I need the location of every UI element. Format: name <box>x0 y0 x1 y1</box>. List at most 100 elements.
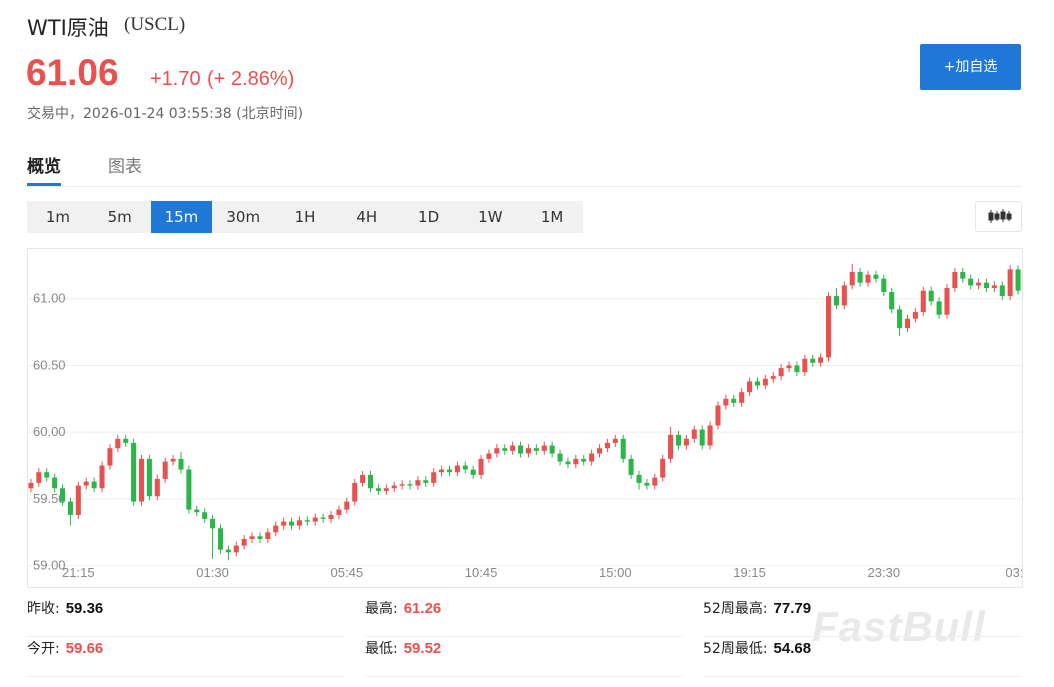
interval-option[interactable]: 1H <box>294 208 316 226</box>
candle-body <box>770 376 776 379</box>
candle-body <box>612 438 618 443</box>
candle-body <box>715 405 721 426</box>
candle-body <box>652 477 658 486</box>
interval-bar: 1m 5m 15m 30m 1H 4H 1D 1W 1M <box>27 201 583 233</box>
candle-body <box>44 472 50 478</box>
candle-body <box>360 474 366 483</box>
instrument-code: (USCL) <box>124 14 186 35</box>
chart-type-button[interactable] <box>975 201 1022 232</box>
candle-body <box>691 429 697 439</box>
price-change-pct: (+ 2.86%) <box>207 68 295 90</box>
candle-body <box>786 365 792 369</box>
candle-body <box>873 274 879 279</box>
candle-icon <box>988 209 1012 223</box>
candle-body <box>494 448 500 454</box>
candle-body <box>952 272 958 289</box>
candle-body <box>233 545 239 553</box>
candle-body <box>675 434 682 446</box>
tab[interactable]: 概览 <box>27 152 61 186</box>
candle-body <box>644 482 650 486</box>
candle-body <box>423 480 429 483</box>
interval-option[interactable]: 1W <box>478 208 503 226</box>
stat-value: 77.79 <box>773 600 812 617</box>
x-tick-label: 01:30 <box>196 565 229 580</box>
candle-body <box>407 484 413 486</box>
candle-body <box>778 368 784 377</box>
interval-option[interactable]: 1D <box>418 208 440 226</box>
candle-body <box>352 482 358 502</box>
candle-body <box>462 465 468 470</box>
candle-body <box>123 438 129 443</box>
candle-body <box>28 482 34 489</box>
divider <box>27 186 1022 187</box>
x-tick-label: 15:00 <box>599 565 632 580</box>
candle-body <box>833 296 839 306</box>
candle-body <box>83 481 89 486</box>
candle-body <box>257 536 263 539</box>
watermark: FastBull <box>812 603 986 650</box>
stat-label: 昨收: <box>27 601 60 617</box>
candle-body <box>75 485 81 515</box>
candle-body <box>983 282 989 289</box>
stat-label: 最低: <box>365 641 398 657</box>
interval-option[interactable]: 4H <box>356 208 378 226</box>
interval-option[interactable]: 5m <box>107 208 132 226</box>
candle-body <box>518 445 524 454</box>
stat-value: 54.68 <box>773 640 812 657</box>
candle-body <box>320 517 326 519</box>
y-tick-label: 59.00 <box>33 558 66 573</box>
interval-option[interactable]: 30m <box>226 208 261 226</box>
candle-body <box>217 528 223 550</box>
candle-body <box>344 501 350 510</box>
candle-body <box>589 453 595 462</box>
candle-body <box>936 301 942 315</box>
candle-body <box>289 521 295 526</box>
candle-body <box>170 458 176 462</box>
interval-option[interactable]: 1m <box>45 208 70 226</box>
stat-label: 52周最低: <box>703 641 768 657</box>
stat-value: 59.52 <box>403 640 442 657</box>
stat-label: 最高: <box>365 601 398 617</box>
price-change: +1.70 <box>150 68 201 90</box>
candle-body <box>865 274 871 283</box>
candle-body <box>375 488 381 491</box>
candle-body <box>336 509 342 515</box>
candle-body <box>747 381 753 393</box>
x-tick-label: 21:15 <box>62 565 95 580</box>
candle-body <box>210 518 216 529</box>
tab[interactable]: 图表 <box>108 157 142 177</box>
stat-label: 今开: <box>27 641 60 657</box>
candle-body <box>818 357 824 363</box>
candle-body <box>107 448 113 466</box>
stat-value: 61.26 <box>403 600 442 617</box>
interval-option[interactable]: 1M <box>540 208 564 226</box>
candle-body <box>202 512 208 519</box>
candle-body <box>628 458 634 475</box>
y-tick-label: 60.00 <box>33 424 66 439</box>
candle-body <box>304 520 310 522</box>
candle-body <box>991 285 997 289</box>
candle-body <box>810 358 816 363</box>
interval-option[interactable]: 15m <box>150 201 213 233</box>
x-tick-label: 10:45 <box>465 565 498 580</box>
candle-body <box>636 474 642 483</box>
candle-body <box>391 485 397 489</box>
candle-body <box>478 458 484 475</box>
candle-body <box>138 458 145 502</box>
x-tick-label: 23:30 <box>868 565 901 580</box>
candle-body <box>857 272 863 283</box>
stat-item: 今开: 59.66 <box>27 638 345 677</box>
candle-body <box>194 509 200 513</box>
candle-body <box>841 285 847 306</box>
candle-body <box>754 381 760 386</box>
y-tick-label: 61.00 <box>33 291 66 306</box>
x-tick-label: 03:4 <box>1005 565 1023 580</box>
instrument-name: WTI原油 <box>27 16 109 40</box>
candle-body <box>1007 269 1013 297</box>
candle-body <box>115 438 121 449</box>
add-watchlist-button[interactable]: +加自选 <box>920 44 1021 90</box>
candle-body <box>470 469 476 475</box>
candle-body <box>328 514 334 519</box>
candle-body <box>912 312 918 319</box>
